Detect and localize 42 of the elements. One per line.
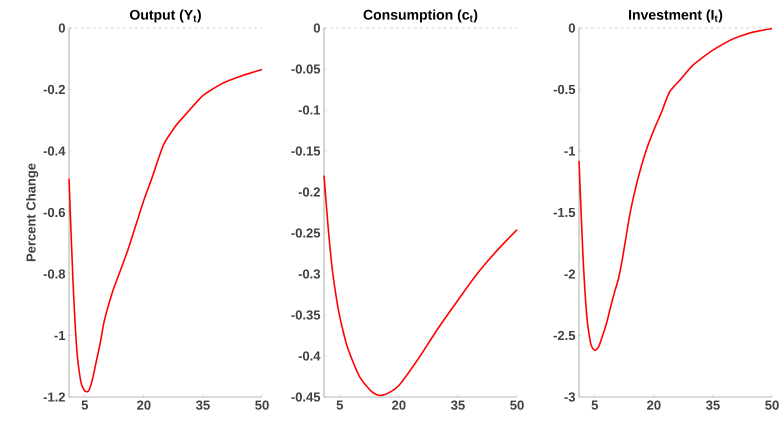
y-tick-label: -0.8 <box>44 269 66 279</box>
y-tick-label: -1 <box>54 331 66 340</box>
y-tick-label: -2.5 <box>554 330 576 340</box>
y-tick-label: -0.2 <box>298 187 320 197</box>
y-tick-label: 0 <box>568 23 575 33</box>
x-tick-label: 35 <box>196 400 210 410</box>
chart-title: Output (Y$_{t}$) <box>130 9 201 22</box>
y-tick-label: -2 <box>564 269 575 279</box>
y-tick-label: -0.05 <box>291 64 320 74</box>
line-series <box>68 68 263 393</box>
x-tick-label: 50 <box>765 400 779 410</box>
y-tick-label: -1 <box>564 146 576 156</box>
chart-title: Consumption (c$_{t}$) <box>364 9 478 22</box>
x-tick-label: 35 <box>706 400 720 410</box>
y-tick-label: 0 <box>58 23 65 33</box>
x-tick-label: 20 <box>137 400 151 410</box>
y-tick-label: -1.2 <box>44 392 65 402</box>
x-tick-label: 20 <box>647 400 661 410</box>
y-tick-label: -3 <box>564 392 576 402</box>
y-tick-label: -0.6 <box>44 208 66 218</box>
y-tick-label: 0 <box>314 23 320 33</box>
x-tick-label: 5 <box>336 400 344 410</box>
y-tick-label: -0.5 <box>554 84 576 94</box>
y-tick-label: -0.1 <box>298 105 320 115</box>
x-tick-label: 5 <box>82 400 88 410</box>
y-tick-label: -0.15 <box>291 146 320 156</box>
x-tick-label: 5 <box>592 400 598 410</box>
y-tick-label: -0.25 <box>291 228 320 238</box>
y-tick-label: -0.2 <box>44 84 65 94</box>
x-tick-label: 20 <box>392 400 406 410</box>
y-tick-label: -0.4 <box>298 351 320 361</box>
y-tick-label: -1.5 <box>554 208 576 218</box>
y-tick-label: -0.35 <box>291 310 320 320</box>
chart-title: Investment (I$_{t}$) <box>629 9 722 22</box>
y-axis-title: Percent Change <box>26 163 38 262</box>
y-tick-label: -0.4 <box>44 146 66 156</box>
x-tick-label: 50 <box>510 400 524 410</box>
y-tick-label: -0.3 <box>298 269 320 279</box>
x-tick-label: 35 <box>450 400 465 410</box>
y-tick-label: -0.45 <box>291 392 320 402</box>
x-tick-label: 50 <box>255 400 269 410</box>
line-series <box>578 28 773 352</box>
